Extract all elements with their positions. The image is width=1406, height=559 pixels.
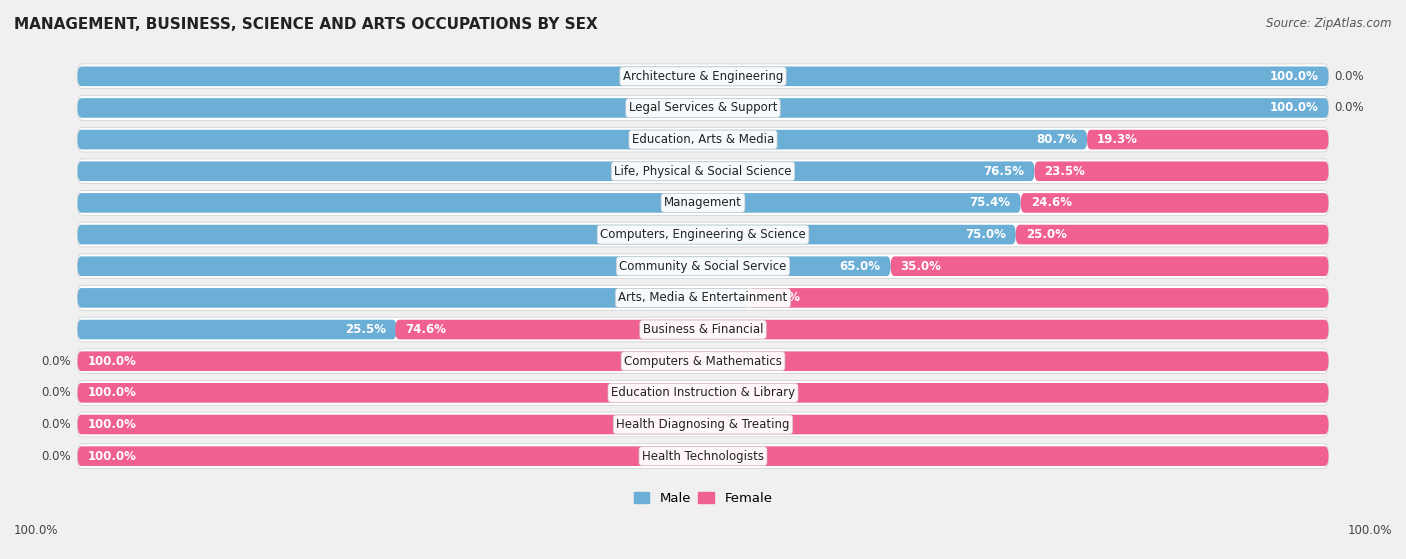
Text: 75.0%: 75.0% xyxy=(965,228,1005,241)
FancyBboxPatch shape xyxy=(77,96,1329,120)
Text: 25.0%: 25.0% xyxy=(1026,228,1067,241)
FancyBboxPatch shape xyxy=(77,415,1329,434)
FancyBboxPatch shape xyxy=(77,222,1329,247)
FancyBboxPatch shape xyxy=(77,225,1015,244)
Text: 25.5%: 25.5% xyxy=(346,323,387,336)
Text: Business & Financial: Business & Financial xyxy=(643,323,763,336)
FancyBboxPatch shape xyxy=(77,446,1329,466)
FancyBboxPatch shape xyxy=(77,162,1035,181)
Text: 100.0%: 100.0% xyxy=(87,418,136,431)
FancyBboxPatch shape xyxy=(77,130,1087,149)
FancyBboxPatch shape xyxy=(77,127,1329,152)
FancyBboxPatch shape xyxy=(77,257,890,276)
FancyBboxPatch shape xyxy=(890,257,1329,276)
Text: 0.0%: 0.0% xyxy=(42,418,72,431)
Text: 35.0%: 35.0% xyxy=(901,260,942,273)
Text: Education Instruction & Library: Education Instruction & Library xyxy=(612,386,794,399)
FancyBboxPatch shape xyxy=(1015,225,1329,244)
Text: Source: ZipAtlas.com: Source: ZipAtlas.com xyxy=(1267,17,1392,30)
Text: Architecture & Engineering: Architecture & Engineering xyxy=(623,70,783,83)
Text: 65.0%: 65.0% xyxy=(839,260,880,273)
Text: 100.0%: 100.0% xyxy=(1270,70,1319,83)
Text: Arts, Media & Entertainment: Arts, Media & Entertainment xyxy=(619,291,787,305)
FancyBboxPatch shape xyxy=(77,286,1329,310)
Text: 100.0%: 100.0% xyxy=(1347,524,1392,537)
Text: 19.3%: 19.3% xyxy=(1097,133,1137,146)
Text: Life, Physical & Social Science: Life, Physical & Social Science xyxy=(614,165,792,178)
FancyBboxPatch shape xyxy=(77,317,1329,342)
FancyBboxPatch shape xyxy=(77,444,1329,468)
Text: 0.0%: 0.0% xyxy=(42,386,72,399)
Text: 76.5%: 76.5% xyxy=(983,165,1025,178)
FancyBboxPatch shape xyxy=(77,381,1329,405)
Text: MANAGEMENT, BUSINESS, SCIENCE AND ARTS OCCUPATIONS BY SEX: MANAGEMENT, BUSINESS, SCIENCE AND ARTS O… xyxy=(14,17,598,32)
Text: Health Diagnosing & Treating: Health Diagnosing & Treating xyxy=(616,418,790,431)
Text: 75.4%: 75.4% xyxy=(970,196,1011,210)
Text: 100.0%: 100.0% xyxy=(87,449,136,463)
Text: 0.0%: 0.0% xyxy=(1334,101,1364,115)
Text: 23.5%: 23.5% xyxy=(1045,165,1085,178)
Text: 0.0%: 0.0% xyxy=(42,449,72,463)
FancyBboxPatch shape xyxy=(77,412,1329,437)
FancyBboxPatch shape xyxy=(1035,162,1329,181)
Text: 100.0%: 100.0% xyxy=(87,355,136,368)
FancyBboxPatch shape xyxy=(77,159,1329,183)
Text: Computers, Engineering & Science: Computers, Engineering & Science xyxy=(600,228,806,241)
Text: Legal Services & Support: Legal Services & Support xyxy=(628,101,778,115)
Legend: Male, Female: Male, Female xyxy=(628,486,778,510)
FancyBboxPatch shape xyxy=(749,288,1329,307)
Text: 100.0%: 100.0% xyxy=(87,386,136,399)
FancyBboxPatch shape xyxy=(77,98,1329,118)
FancyBboxPatch shape xyxy=(1087,130,1329,149)
FancyBboxPatch shape xyxy=(395,320,1329,339)
Text: 24.6%: 24.6% xyxy=(1031,196,1071,210)
FancyBboxPatch shape xyxy=(1021,193,1329,213)
FancyBboxPatch shape xyxy=(77,352,1329,371)
Text: 46.3%: 46.3% xyxy=(759,291,800,305)
FancyBboxPatch shape xyxy=(77,191,1329,215)
Text: 0.0%: 0.0% xyxy=(1334,70,1364,83)
Text: 0.0%: 0.0% xyxy=(42,355,72,368)
FancyBboxPatch shape xyxy=(77,67,1329,86)
Text: 80.7%: 80.7% xyxy=(1036,133,1077,146)
Text: Computers & Mathematics: Computers & Mathematics xyxy=(624,355,782,368)
FancyBboxPatch shape xyxy=(77,320,396,339)
Text: Community & Social Service: Community & Social Service xyxy=(619,260,787,273)
FancyBboxPatch shape xyxy=(77,288,749,307)
Text: 53.7%: 53.7% xyxy=(699,291,740,305)
Text: Health Technologists: Health Technologists xyxy=(643,449,763,463)
Text: 100.0%: 100.0% xyxy=(1270,101,1319,115)
Text: Education, Arts & Media: Education, Arts & Media xyxy=(631,133,775,146)
FancyBboxPatch shape xyxy=(77,349,1329,373)
Text: Management: Management xyxy=(664,196,742,210)
Text: 100.0%: 100.0% xyxy=(14,524,59,537)
FancyBboxPatch shape xyxy=(77,254,1329,278)
FancyBboxPatch shape xyxy=(77,383,1329,402)
Text: 74.6%: 74.6% xyxy=(405,323,446,336)
FancyBboxPatch shape xyxy=(77,64,1329,89)
FancyBboxPatch shape xyxy=(77,193,1021,213)
